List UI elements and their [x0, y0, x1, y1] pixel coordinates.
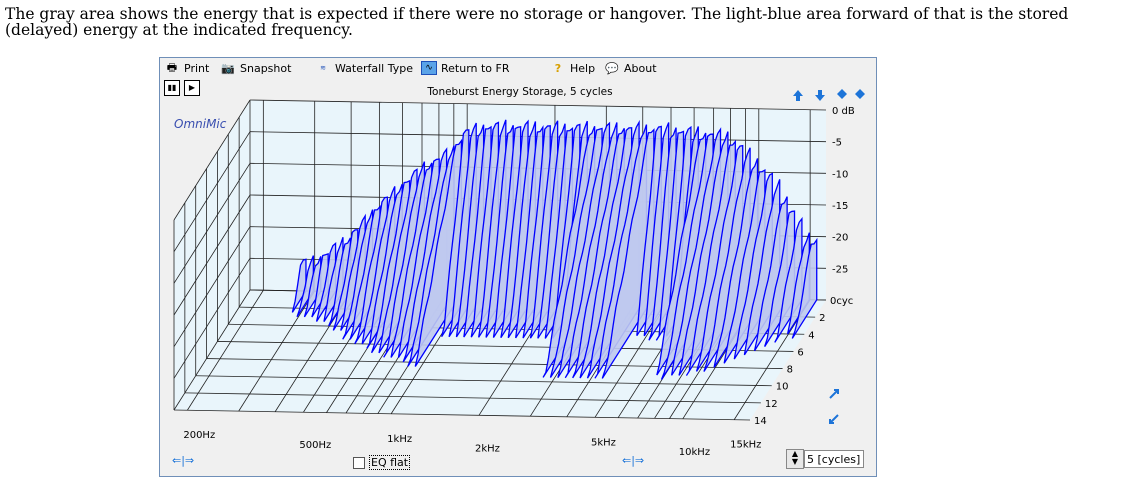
grid-line-floor: [238, 290, 316, 412]
waterfall-slice: [296, 255, 315, 318]
camera-icon: 📷: [221, 61, 235, 75]
x-tick-label: 5kHz: [591, 437, 616, 448]
scroll-center-icon[interactable]: ⇐|⇒: [622, 454, 644, 467]
z-tick-label: 10: [776, 382, 789, 393]
print-button[interactable]: 🖶 Print: [164, 60, 210, 76]
brand-label: OmniMic: [174, 117, 227, 131]
grid-line-depth: [195, 375, 772, 387]
arrow-down-icon[interactable]: [815, 90, 825, 101]
grid-line-side: [173, 226, 251, 347]
z-tick-label: 12: [765, 399, 778, 410]
waterfall-slice: [315, 241, 337, 322]
svg-text:⇐|⇒: ⇐|⇒: [622, 454, 644, 467]
y-tick-label: -10: [832, 169, 848, 180]
playback-controls: ▮▮ ▶: [164, 80, 200, 96]
svg-text:⇐|⇒: ⇐|⇒: [172, 454, 194, 467]
omnimic-window: 200Hz 500Hz 1kHz 2kHz 5kHz 10kHz 15kHz 0 dB -5 -1…: [159, 57, 877, 477]
grid-line-depth: [173, 409, 751, 421]
toolbar: 🖶 Print 📷 Snapshot ≋ Waterfall Type ∿ Re…: [160, 58, 876, 78]
z-tick-label: 2: [819, 313, 825, 324]
waterfall-slice: [342, 209, 374, 340]
snapshot-button[interactable]: 📷 Snapshot: [220, 60, 291, 76]
return-fr-label: Return to FR: [441, 61, 510, 75]
caption-text: The gray area shows the energy that is e…: [5, 5, 1069, 39]
grid-line-side: [173, 99, 251, 221]
waterfall-slice: [349, 204, 381, 340]
x-tick-label: 2kHz: [475, 443, 500, 454]
x-tick-label: 15kHz: [730, 440, 761, 451]
waterfall-slice: [786, 232, 810, 335]
grid-line-depth: [184, 392, 761, 404]
waterfall-slice: [764, 210, 796, 347]
waterfall-slice: [311, 252, 329, 318]
z-tick-label: 6: [797, 347, 803, 358]
snapshot-label: Snapshot: [240, 61, 292, 75]
pause-icon[interactable]: ▮▮: [164, 80, 180, 96]
about-icon: 💬: [605, 61, 619, 75]
grid-line-depth: [206, 358, 783, 369]
waterfall-slice: [328, 237, 352, 327]
x-tick-label: 10kHz: [679, 447, 710, 458]
x-tick-label: 1kHz: [387, 434, 412, 445]
z-tick-label: 14: [754, 416, 767, 427]
help-icon: ?: [554, 61, 562, 75]
waterfall-icon: ≋: [320, 64, 326, 72]
waterfall-slice: [791, 237, 818, 339]
waterfall-slice: [370, 179, 411, 354]
y-tick-label: -25: [832, 264, 848, 275]
waterfall-type-label: Waterfall Type: [335, 61, 414, 75]
y-tick-label: 0 dB: [832, 106, 855, 117]
x-tick-label: 200Hz: [183, 430, 215, 441]
eq-flat-checkbox[interactable]: EQ flat: [353, 455, 411, 470]
waterfall-slice: [291, 258, 307, 313]
shrink-icon[interactable]: [855, 89, 865, 99]
grid-line-side: [173, 131, 251, 252]
help-button[interactable]: ? Help: [550, 60, 595, 76]
print-label: Print: [184, 61, 210, 75]
grid-line-floor: [187, 290, 264, 411]
arrow-up-icon[interactable]: [793, 90, 803, 101]
checkbox-box[interactable]: [353, 456, 365, 469]
y-tick-label: -20: [832, 233, 848, 244]
about-button[interactable]: 💬 About: [604, 60, 657, 76]
z-tick-label: 0cyc: [830, 296, 853, 307]
waterfall-slice: [366, 183, 403, 349]
printer-icon: 🖶: [166, 60, 178, 74]
diag-expand-icon[interactable]: [829, 389, 839, 399]
grid-line-h: [249, 99, 827, 111]
waterfall-slice: [332, 229, 359, 331]
grid-line-side: [173, 163, 251, 284]
waterfall-chart: 200Hz 500Hz 1kHz 2kHz 5kHz 10kHz 15kHz 0 dB -5 -1…: [162, 86, 874, 476]
cycles-control: ▲ ▼: [786, 449, 864, 469]
z-tick-label: 8: [787, 365, 793, 376]
y-tick-label: -5: [832, 138, 842, 149]
cycles-spinner[interactable]: ▲ ▼: [786, 449, 804, 469]
waterfall-type-button[interactable]: ≋ Waterfall Type: [315, 60, 413, 76]
scroll-left-icon[interactable]: ⇐|⇒: [172, 454, 194, 467]
waterfall-slice: [354, 196, 389, 345]
x-tick-label: 500Hz: [299, 440, 331, 451]
waterfall-slice: [323, 237, 344, 322]
z-tick-label: 4: [808, 330, 814, 341]
help-label: Help: [570, 61, 596, 75]
y-tick-label: -15: [832, 201, 848, 212]
waterfall-slice: [340, 213, 366, 331]
waterfall-slice: [753, 196, 788, 352]
diag-shrink-icon[interactable]: [829, 414, 839, 424]
waterfall-slice: [774, 216, 803, 343]
cycles-input[interactable]: [804, 450, 864, 468]
chart-title: Toneburst Energy Storage, 5 cycles: [426, 86, 612, 98]
eq-flat-label: EQ flat: [369, 455, 411, 470]
return-to-fr-button[interactable]: ∿ Return to FR: [421, 60, 510, 76]
grid-line-side: [173, 194, 251, 316]
play-icon[interactable]: ▶: [184, 80, 200, 96]
grid-line-side: [173, 289, 251, 411]
about-label: About: [624, 61, 657, 75]
chart-icon: ∿: [421, 61, 437, 75]
grid-line-side: [173, 258, 251, 379]
expand-icon[interactable]: [837, 89, 847, 99]
waterfall-slice: [303, 256, 322, 318]
